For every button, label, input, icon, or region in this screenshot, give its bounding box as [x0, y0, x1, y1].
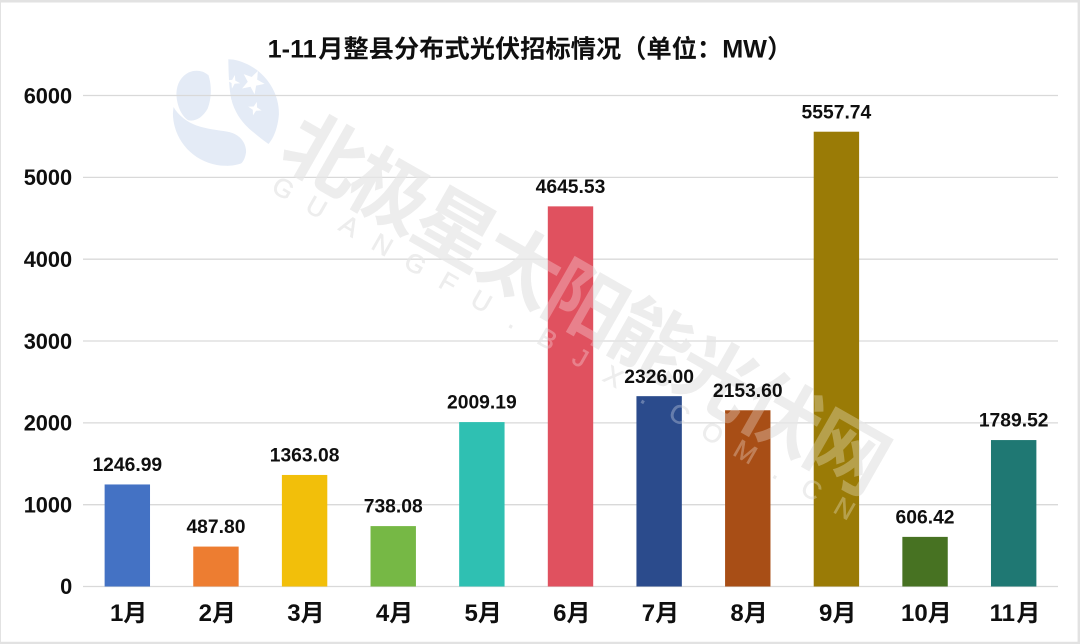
svg-text:487.80: 487.80	[186, 517, 245, 538]
svg-text:5: 5	[464, 600, 477, 627]
svg-text:1246.99: 1246.99	[92, 455, 162, 476]
svg-text:4000: 4000	[24, 247, 73, 272]
svg-text:5557.74: 5557.74	[802, 102, 872, 123]
svg-text:0: 0	[60, 574, 72, 599]
svg-text:3: 3	[287, 600, 300, 627]
svg-text:7: 7	[642, 600, 655, 627]
svg-text:3000: 3000	[24, 329, 73, 354]
svg-text:1789.52: 1789.52	[979, 411, 1049, 432]
svg-text:2000: 2000	[24, 411, 73, 436]
svg-text:1000: 1000	[24, 492, 73, 517]
svg-text:8: 8	[730, 600, 743, 627]
svg-text:5000: 5000	[24, 165, 73, 190]
svg-text:6: 6	[553, 600, 566, 627]
svg-text:1: 1	[110, 600, 123, 627]
svg-text:2: 2	[199, 600, 212, 627]
svg-text:4645.53: 4645.53	[536, 177, 606, 198]
svg-text:MW: MW	[722, 36, 767, 64]
svg-text:606.42: 606.42	[896, 507, 955, 528]
svg-text:1363.08: 1363.08	[270, 446, 340, 467]
svg-text:10: 10	[901, 600, 928, 627]
svg-text:2009.19: 2009.19	[447, 393, 517, 414]
svg-text:11: 11	[990, 600, 1015, 627]
svg-text:2153.60: 2153.60	[713, 381, 783, 402]
svg-text:9: 9	[819, 600, 832, 627]
svg-text:738.08: 738.08	[364, 497, 423, 518]
svg-text:2326.00: 2326.00	[624, 367, 694, 388]
svg-text:1-11: 1-11	[268, 36, 317, 64]
svg-text:4: 4	[376, 600, 390, 627]
svg-text:6000: 6000	[24, 83, 73, 108]
